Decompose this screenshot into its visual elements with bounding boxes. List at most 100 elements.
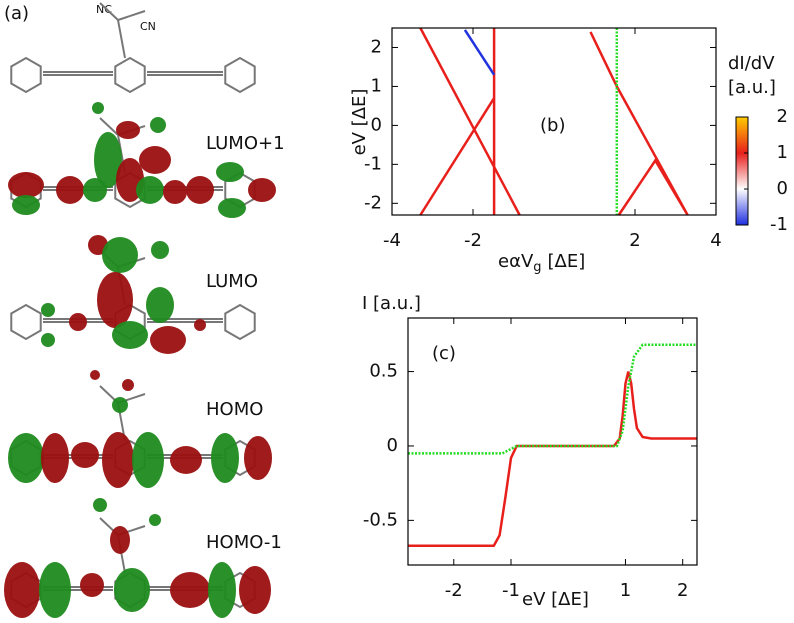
- orbital-lobe: [194, 319, 206, 331]
- orbital-lobe: [110, 526, 130, 554]
- orbital-lobe: [71, 442, 99, 468]
- x-axis-label: eV [ΔE]: [522, 589, 589, 610]
- orbital-lobe: [139, 146, 171, 174]
- x-tick-label: -2: [464, 230, 482, 251]
- ring: [114, 56, 146, 94]
- orbital-lobe: [136, 176, 164, 204]
- y-tick-label: 0.5: [369, 361, 398, 382]
- ring: [224, 303, 256, 341]
- x-axis-label: eαVg [ΔE]: [498, 251, 585, 275]
- orbital-lobe: [8, 172, 44, 198]
- ring: [10, 56, 42, 94]
- x-label-main: eαV: [498, 251, 534, 272]
- x-label-unit: [ΔE]: [548, 251, 586, 272]
- orbital-label: LUMO+1: [206, 133, 285, 154]
- orbital-lobe: [116, 121, 140, 139]
- colorbar-tick-label: 0: [777, 178, 788, 199]
- x-tick-label: -2: [445, 580, 463, 601]
- orbital-lobe: [56, 176, 84, 204]
- x-tick-label: 1: [620, 580, 631, 601]
- orbital-lobe: [39, 562, 71, 618]
- colorbar-tick-label: 2: [777, 106, 788, 127]
- frame: [407, 317, 698, 566]
- frame: [391, 27, 717, 216]
- colorbar: [735, 116, 749, 226]
- plot-bg: [392, 28, 716, 215]
- orbital-lobe: [97, 272, 133, 328]
- colorbar-label: dI/dV: [728, 53, 775, 74]
- orbital-lobe: [114, 568, 150, 612]
- orbital-lobe: [94, 132, 122, 188]
- series-line: [463, 29, 496, 76]
- orbital-lobe: [8, 433, 44, 483]
- orbital-lobe: [41, 303, 55, 317]
- atom-label: NC: [96, 3, 112, 16]
- orbital-lobe: [211, 433, 239, 483]
- orbital-lobe: [12, 195, 40, 215]
- x-tick-label: 4: [710, 230, 721, 251]
- panel-c: I [a.u.] -2 -1 1 2 -0.5 0 0.5 (c) eV [ΔE]: [362, 293, 698, 610]
- bond: [43, 385, 223, 459]
- x-tick-label: 2: [677, 580, 688, 601]
- series-line: [408, 371, 697, 547]
- y-axis-label: eV [ΔE]: [349, 89, 370, 156]
- series-line: [419, 27, 689, 216]
- y-tick-label: 0: [387, 435, 398, 456]
- orbital-lobe: [170, 572, 210, 608]
- orbital-lobe: [218, 198, 246, 218]
- ring: [224, 56, 256, 94]
- atom-label: CN: [140, 20, 156, 33]
- orbital-lobe: [102, 237, 138, 273]
- orbital-lobe: [93, 498, 107, 512]
- orbital-lobe: [112, 397, 128, 413]
- orbital-lobe: [239, 566, 271, 614]
- orbital-lobe: [186, 176, 214, 204]
- x-tick-label: -1: [502, 580, 520, 601]
- orbital-lobe: [248, 178, 276, 202]
- orbital-lobe: [208, 562, 236, 618]
- orbital-lobe: [102, 432, 134, 488]
- panel-label: (b): [540, 115, 565, 136]
- bond: [43, 2, 223, 76]
- orbital-lobe: [41, 433, 69, 483]
- orbital-lobe: [69, 313, 87, 331]
- colorbar-tick-label: -1: [770, 214, 788, 235]
- y-tick-label: -2: [364, 192, 382, 213]
- orbital-lobe: [150, 326, 186, 354]
- ring: [10, 303, 42, 341]
- orbital-lobe: [112, 321, 148, 349]
- colorbar-tick-label: 1: [777, 142, 788, 163]
- orbital-lobe: [170, 446, 202, 474]
- orbital-lobe: [41, 333, 55, 347]
- orbital-lobe: [146, 287, 174, 323]
- y-tick-label: -1: [364, 153, 382, 174]
- x-label-sub: g: [533, 260, 541, 275]
- orbital-lobe: [149, 514, 161, 526]
- panel-a: (a) NC CN LUMO+1 LUMO HOMO HOMO-1: [4, 2, 285, 618]
- orbital-lobe: [122, 379, 134, 391]
- orbital-lobe: [132, 432, 164, 488]
- colorbar-label: [a.u.]: [728, 77, 776, 98]
- orbital-lobe: [92, 102, 104, 114]
- panel-label: (c): [432, 343, 456, 364]
- y-tick-label: 0: [371, 114, 382, 135]
- y-axis-label: I [a.u.]: [362, 293, 421, 314]
- x-tick-label: -4: [383, 230, 401, 251]
- y-tick-label: 1: [371, 75, 382, 96]
- orbital-lobe: [163, 180, 187, 204]
- series-line: [408, 343, 697, 455]
- orbital-lobe: [80, 573, 104, 597]
- y-tick-label: 2: [371, 36, 382, 57]
- orbital-lobe: [150, 117, 166, 133]
- panel-label: (a): [4, 3, 29, 24]
- x-tick-label: 2: [629, 230, 640, 251]
- panel-b: eV [ΔE] dI/dV [a.u.] -4 -2 2 4-2-1012-1012(…: [349, 27, 788, 275]
- orbital-lobe: [244, 436, 272, 480]
- orbital-lobe: [90, 370, 100, 380]
- orbital-lobe: [216, 162, 244, 182]
- orbital-label: HOMO-1: [206, 532, 282, 553]
- orbital-label: LUMO: [206, 271, 258, 292]
- orbital-lobe: [4, 562, 40, 618]
- y-tick-label: -0.5: [363, 509, 398, 530]
